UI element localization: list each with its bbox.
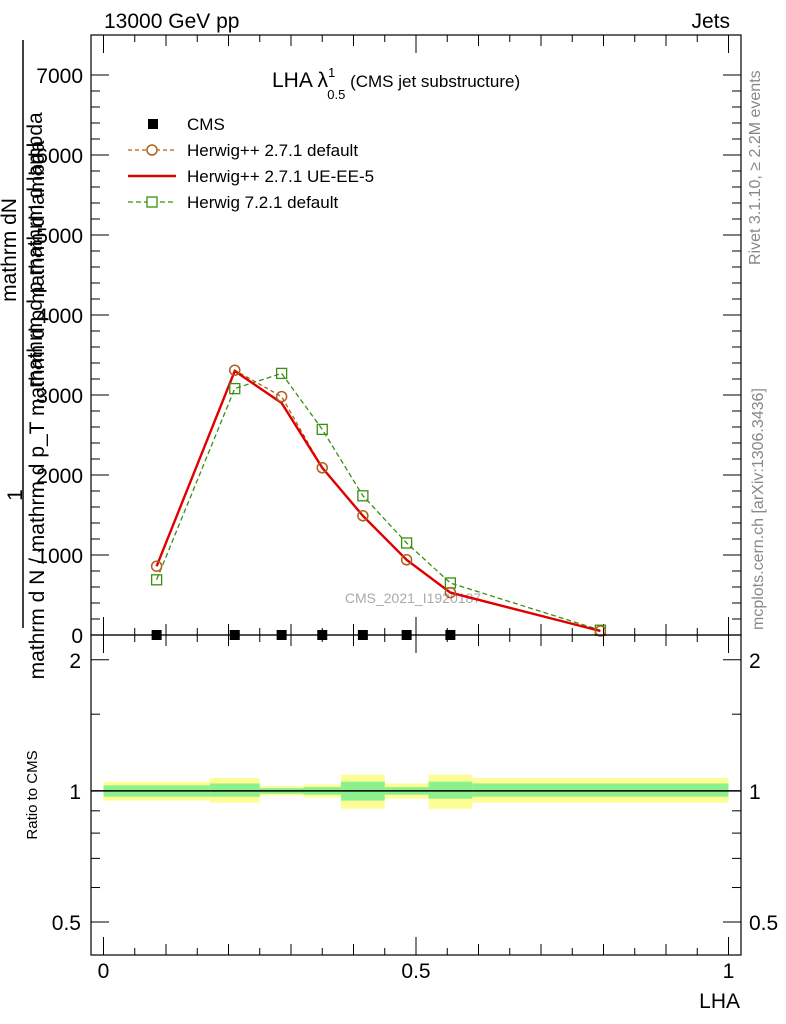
herwig7-point	[316, 423, 328, 436]
plot-title-sub: 0.5	[327, 87, 345, 102]
ylabel-denominator: mathrm d N / mathrm d p_T mathrm d p mat…	[26, 140, 49, 679]
ratio-xtick-label: 1	[723, 960, 735, 983]
herwig-default-point	[275, 390, 288, 403]
main-ytick-label: 5000	[36, 225, 83, 248]
plot-title: LHA λ1 0.5 (CMS jet substructure)	[272, 65, 520, 102]
herwig-default-point	[594, 625, 607, 637]
main-ticks: 0 1000 2000 3000 4000 5000 6000 7000	[36, 35, 741, 648]
ratio-ticks: 0.5 0.5 1 1 2 2 0 0.5 1	[52, 635, 778, 983]
ratio-xtick-label: 0.5	[401, 960, 430, 983]
herwig7-point	[400, 537, 413, 549]
main-ytick-label: 4000	[36, 305, 83, 328]
herwig-default-point	[229, 364, 241, 376]
legend-label: CMS	[187, 115, 225, 134]
herwig7-point	[150, 574, 163, 586]
ylabel-one: 1	[4, 489, 27, 501]
legend: CMS Herwig++ 2.7.1 default Herwig++ 2.7.1 …	[128, 115, 374, 212]
herwig7-point	[229, 382, 241, 395]
category-label: Jets	[691, 10, 730, 33]
ratio-ytick-label-right: 1	[749, 781, 761, 804]
plot-title-main: LHA λ	[272, 69, 329, 92]
ratio-inner-band	[428, 781, 473, 799]
main-ytick-label: 6000	[36, 145, 83, 168]
herwig-default-point	[150, 560, 163, 572]
analysis-watermark: CMS_2021_I1920187	[345, 590, 481, 606]
ratio-band-layer	[91, 774, 741, 809]
ratio-ytick-label: 1	[69, 781, 81, 804]
ratio-ylabel: Ratio to CMS	[24, 750, 41, 839]
ratio-xtick-label: 0	[98, 960, 110, 983]
main-ytick-label: 1000	[36, 545, 83, 568]
main-ytick-label: 2000	[36, 465, 83, 488]
ratio-ytick-label-right: 0.5	[749, 912, 778, 935]
herwig7-point	[357, 490, 369, 502]
ratio-ytick-label: 2	[69, 650, 81, 673]
legend-entry: Herwig++ 2.7.1 UE-EE-5	[128, 167, 374, 186]
main-ytick-label: 3000	[36, 385, 83, 408]
series-herwig7-line	[156, 372, 601, 631]
ratio-ytick-label-right: 2	[749, 650, 761, 673]
ratio-frame	[90, 634, 742, 956]
legend-label: Herwig++ 2.7.1 default	[187, 141, 358, 160]
ratio-inner-band	[472, 783, 729, 797]
main-ytick-label: 7000	[36, 65, 83, 88]
legend-cms-marker	[148, 119, 158, 129]
mcplots-label: mcplots.cern.ch [arXiv:1306.3436]	[750, 388, 767, 630]
ylabel-numerator-2: mathrm d p mathrm d lambda	[24, 112, 47, 388]
legend-entry: Herwig 7.2.1 default	[128, 193, 338, 212]
herwig-default-point	[444, 586, 457, 599]
series-herwig-ueee5-line	[155, 369, 601, 633]
herwig-default-point	[357, 510, 369, 522]
herwig-default-point	[316, 462, 328, 474]
legend-entry: Herwig++ 2.7.1 default	[128, 141, 358, 160]
main-ylabel: 1 mathrm dN mathrm d p mathrm d lambda m…	[0, 40, 49, 679]
ylabel-numerator: mathrm dN	[0, 198, 21, 302]
ratio-ytick-label: 0.5	[52, 912, 81, 935]
energy-label: 13000 GeV pp	[104, 10, 239, 33]
legend-square-marker	[146, 196, 158, 208]
plot-title-suffix: (CMS jet substructure)	[345, 72, 520, 91]
rivet-version-label: Rivet 3.1.10, ≥ 2.2M events	[747, 70, 764, 265]
legend-label: Herwig 7.2.1 default	[187, 193, 338, 212]
herwig-default-point	[400, 554, 413, 566]
main-ytick-label: 0	[71, 625, 83, 648]
plot-title-sup: 1	[328, 65, 335, 80]
legend-label: Herwig++ 2.7.1 UE-EE-5	[187, 167, 374, 186]
legend-circle-marker	[146, 144, 158, 156]
ratio-inner-band	[209, 783, 260, 797]
legend-entry: CMS	[148, 115, 225, 134]
herwig7-point	[275, 367, 288, 380]
xlabel: LHA	[699, 990, 740, 1013]
